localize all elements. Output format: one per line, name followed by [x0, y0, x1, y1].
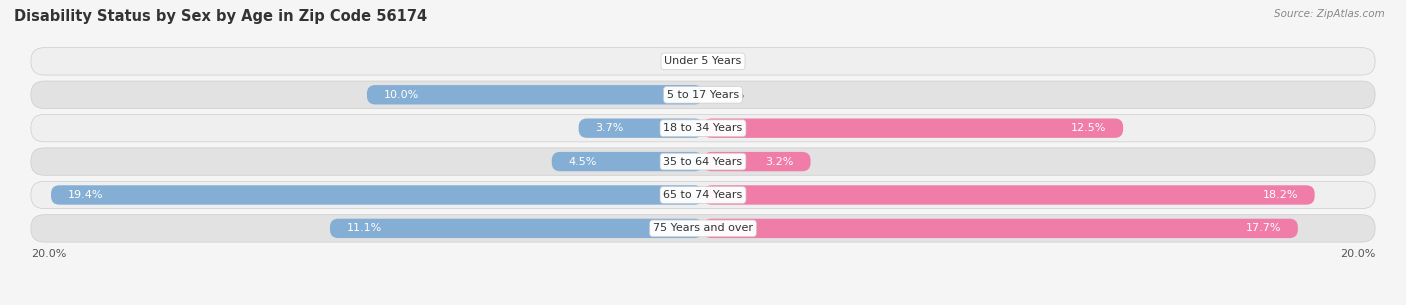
- Text: 3.7%: 3.7%: [596, 123, 624, 133]
- FancyBboxPatch shape: [330, 219, 703, 238]
- Text: 35 to 64 Years: 35 to 64 Years: [664, 156, 742, 167]
- Text: 17.7%: 17.7%: [1246, 223, 1281, 233]
- Text: 10.0%: 10.0%: [384, 90, 419, 100]
- Text: 65 to 74 Years: 65 to 74 Years: [664, 190, 742, 200]
- FancyBboxPatch shape: [31, 148, 1375, 175]
- Text: 0.0%: 0.0%: [661, 56, 689, 66]
- Text: 20.0%: 20.0%: [1340, 249, 1375, 259]
- Text: Disability Status by Sex by Age in Zip Code 56174: Disability Status by Sex by Age in Zip C…: [14, 9, 427, 24]
- Text: 75 Years and over: 75 Years and over: [652, 223, 754, 233]
- FancyBboxPatch shape: [703, 118, 1123, 138]
- FancyBboxPatch shape: [31, 215, 1375, 242]
- FancyBboxPatch shape: [703, 219, 1298, 238]
- FancyBboxPatch shape: [31, 81, 1375, 109]
- Text: 4.5%: 4.5%: [568, 156, 598, 167]
- Text: 0.0%: 0.0%: [717, 90, 745, 100]
- Text: 12.5%: 12.5%: [1071, 123, 1107, 133]
- FancyBboxPatch shape: [367, 85, 703, 104]
- FancyBboxPatch shape: [31, 114, 1375, 142]
- FancyBboxPatch shape: [703, 185, 1315, 205]
- FancyBboxPatch shape: [703, 152, 810, 171]
- FancyBboxPatch shape: [31, 181, 1375, 209]
- Text: 18.2%: 18.2%: [1263, 190, 1298, 200]
- Text: Source: ZipAtlas.com: Source: ZipAtlas.com: [1274, 9, 1385, 19]
- FancyBboxPatch shape: [31, 48, 1375, 75]
- Text: Under 5 Years: Under 5 Years: [665, 56, 741, 66]
- Text: 19.4%: 19.4%: [67, 190, 103, 200]
- FancyBboxPatch shape: [579, 118, 703, 138]
- Text: 11.1%: 11.1%: [347, 223, 382, 233]
- FancyBboxPatch shape: [51, 185, 703, 205]
- Text: 5 to 17 Years: 5 to 17 Years: [666, 90, 740, 100]
- Text: 18 to 34 Years: 18 to 34 Years: [664, 123, 742, 133]
- Text: 20.0%: 20.0%: [31, 249, 66, 259]
- Text: 3.2%: 3.2%: [765, 156, 794, 167]
- Text: 0.0%: 0.0%: [717, 56, 745, 66]
- FancyBboxPatch shape: [551, 152, 703, 171]
